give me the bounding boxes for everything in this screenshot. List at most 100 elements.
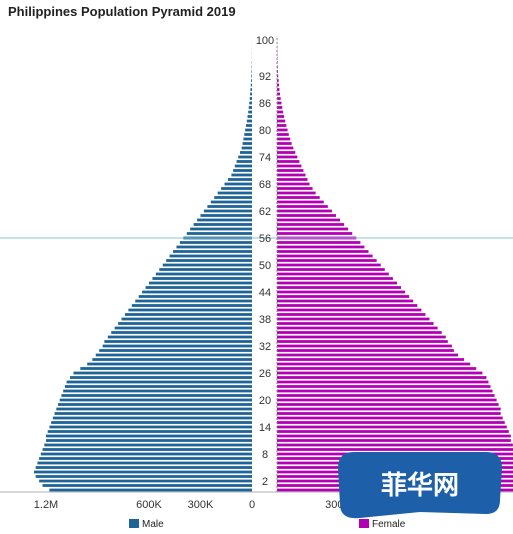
male-bar-age-53: [173, 250, 252, 253]
male-bar-age-22: [63, 389, 252, 393]
female-bar-age-58: [277, 227, 349, 231]
male-bar-age-17: [54, 412, 252, 415]
male-bar-age-64: [210, 200, 252, 204]
female-bar-age-25: [277, 376, 487, 379]
female-bar-age-22: [277, 389, 493, 393]
female-bar-age-37: [277, 322, 434, 325]
male-bar-age-11: [46, 439, 252, 442]
female-bar-age-86: [277, 101, 282, 105]
legend-swatch-male: [129, 519, 139, 528]
age-tick-50: 50: [259, 260, 271, 272]
male-bar-age-40: [128, 308, 252, 312]
female-bar-age-52: [277, 254, 373, 258]
male-bar-age-68: [224, 182, 252, 186]
male-bar-age-81: [245, 124, 252, 127]
male-bar-age-60: [197, 218, 252, 222]
female-bar-age-21: [277, 394, 495, 397]
female-bar-age-9: [277, 448, 513, 451]
female-bar-age-51: [277, 259, 377, 262]
male-bar-age-20: [59, 398, 253, 402]
female-bar-age-38: [277, 317, 430, 321]
female-bar-age-53: [277, 250, 369, 253]
male-bar-age-15: [51, 421, 253, 424]
female-bar-age-10: [277, 443, 513, 447]
female-bar-age-61: [277, 214, 336, 217]
male-bar-age-1: [42, 484, 252, 487]
age-tick-38: 38: [259, 314, 271, 326]
female-bar-age-72: [277, 164, 302, 168]
female-bar-age-55: [277, 241, 361, 244]
male-bar-age-30: [95, 353, 252, 357]
male-bar-age-36: [114, 326, 252, 330]
female-bar-age-26: [277, 371, 483, 375]
age-tick-62: 62: [259, 206, 271, 218]
male-bar-age-14: [49, 425, 253, 429]
male-bar-age-82: [246, 119, 252, 123]
watermark: 菲华网: [338, 452, 502, 519]
male-bar-age-7: [39, 457, 252, 460]
male-bar-age-61: [200, 214, 252, 217]
male-bar-age-24: [66, 380, 252, 384]
female-bar-age-29: [277, 358, 465, 361]
age-tick-8: 8: [262, 449, 268, 461]
male-bar-age-13: [47, 430, 252, 433]
male-bar-age-58: [190, 227, 252, 231]
male-bar-age-86: [249, 101, 252, 105]
female-bar-age-15: [277, 421, 505, 424]
male-bar-age-62: [203, 209, 252, 213]
female-bar-age-33: [277, 340, 448, 343]
male-bar-age-91: [251, 79, 252, 82]
female-bar-age-80: [277, 128, 288, 132]
male-bar-age-65: [214, 196, 252, 199]
female-bar-age-39: [277, 313, 426, 316]
female-bar-age-35: [277, 331, 442, 334]
male-bar-age-89: [250, 88, 253, 91]
male-bar-age-93: [251, 70, 253, 73]
female-bar-age-34: [277, 335, 446, 339]
male-bar-age-39: [124, 313, 252, 316]
female-bar-age-42: [277, 299, 414, 303]
age-tick-56: 56: [259, 233, 271, 245]
male-bar-age-41: [131, 304, 252, 307]
age-tick-20: 20: [259, 395, 271, 407]
male-bar-age-80: [245, 128, 252, 132]
age-tick-80: 80: [259, 125, 271, 137]
watermark-badge: [338, 452, 502, 519]
age-tick-100: 100: [256, 35, 274, 47]
male-bar-age-72: [234, 164, 252, 168]
female-bar-age-57: [277, 232, 353, 235]
male-bar-age-28: [87, 362, 252, 366]
male-bar-age-50: [162, 263, 252, 267]
female-bar-age-70: [277, 173, 306, 177]
male-bar-age-67: [221, 187, 252, 190]
male-bar-age-23: [64, 385, 252, 388]
male-bar-age-90: [250, 83, 252, 87]
age-tick-74: 74: [259, 152, 271, 164]
bars-layer: [33, 38, 513, 492]
age-tick-44: 44: [259, 287, 271, 299]
male-bar-age-21: [61, 394, 253, 397]
male-bar-age-63: [207, 205, 252, 208]
male-bar-age-35: [111, 331, 252, 334]
female-bar-age-27: [277, 367, 477, 370]
legend-swatch-female: [359, 519, 369, 528]
male-bar-age-16: [52, 416, 253, 420]
female-bar-age-64: [277, 200, 324, 204]
age-tick-68: 68: [259, 179, 271, 191]
female-bar-age-74: [277, 155, 298, 159]
female-bar-age-63: [277, 205, 328, 208]
female-bar-age-89: [277, 88, 280, 91]
male-bar-age-49: [159, 268, 252, 271]
female-bar-age-13: [277, 430, 509, 433]
male-bar-age-92: [251, 74, 252, 78]
x-tick-male-300K: 300K: [188, 499, 214, 511]
female-bar-age-59: [277, 223, 345, 226]
female-bar-age-17: [277, 412, 501, 415]
x-tick-male-1.2M: 1.2M: [34, 499, 58, 511]
female-bar-age-91: [277, 79, 279, 82]
female-bar-age-82: [277, 119, 286, 123]
male-bar-age-27: [80, 367, 252, 370]
male-bar-age-42: [135, 299, 252, 303]
male-bar-age-2: [39, 479, 252, 483]
male-bar-age-75: [239, 151, 252, 154]
